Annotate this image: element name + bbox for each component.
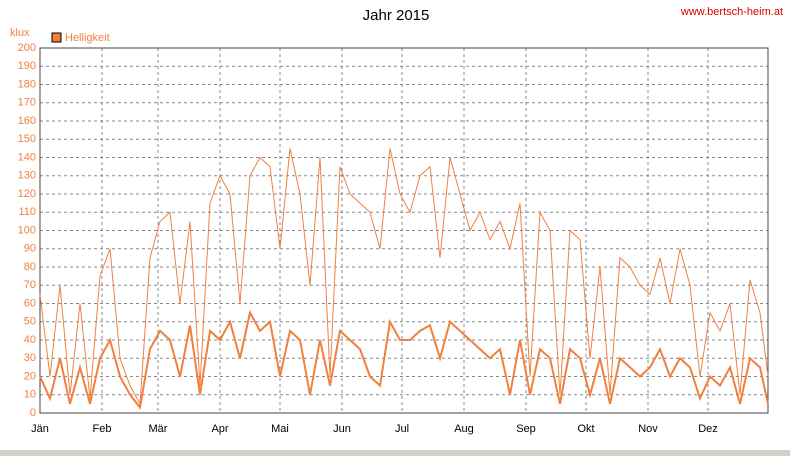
x-tick-label: Feb: [93, 423, 112, 435]
x-tick-label: Sep: [516, 423, 536, 435]
y-tick-label: 40: [24, 334, 36, 346]
y-tick-label: 110: [18, 206, 36, 218]
y-tick-label: 70: [24, 279, 36, 291]
y-tick-label: 140: [18, 151, 36, 163]
legend-label: Helligkeit: [65, 32, 110, 44]
y-tick-label: 120: [18, 188, 36, 200]
y-tick-label: 80: [24, 261, 36, 273]
plot-frame: [39, 47, 769, 414]
y-tick-label: 160: [18, 115, 36, 127]
y-tick-label: 190: [18, 60, 36, 72]
x-tick-label: Okt: [577, 423, 594, 435]
status-bar: [0, 450, 790, 456]
site-link: www.bertsch-heim.at: [680, 6, 783, 18]
y-axis-label: klux: [10, 27, 30, 39]
x-tick-label: Nov: [638, 423, 658, 435]
x-tick-label: Jul: [395, 423, 409, 435]
y-tick-label: 0: [30, 407, 36, 419]
y-tick-label: 100: [18, 224, 36, 236]
y-tick-label: 150: [18, 133, 36, 145]
x-tick-label: Dez: [698, 423, 718, 435]
y-tick-label: 200: [18, 42, 36, 54]
legend-swatch: [51, 32, 62, 43]
y-tick-label: 10: [24, 389, 36, 401]
y-tick-label: 20: [24, 370, 36, 382]
y-tick-label: 170: [18, 97, 36, 109]
x-tick-label: Apr: [211, 423, 228, 435]
x-tick-label: Jun: [333, 423, 351, 435]
x-tick-label: Jän: [31, 423, 49, 435]
y-tick-label: 90: [24, 243, 36, 255]
x-tick-label: Mär: [149, 423, 168, 435]
series-line: [39, 148, 769, 406]
y-tick-label: 180: [18, 78, 36, 90]
x-tick-label: Aug: [454, 423, 474, 435]
y-tick-label: 60: [24, 297, 36, 309]
chart-title: Jahr 2015: [363, 7, 430, 24]
y-tick-label: 30: [24, 352, 36, 364]
series-line: [39, 309, 769, 410]
x-tick-label: Mai: [271, 423, 289, 435]
y-tick-label: 130: [18, 170, 36, 182]
y-tick-label: 50: [24, 316, 36, 328]
